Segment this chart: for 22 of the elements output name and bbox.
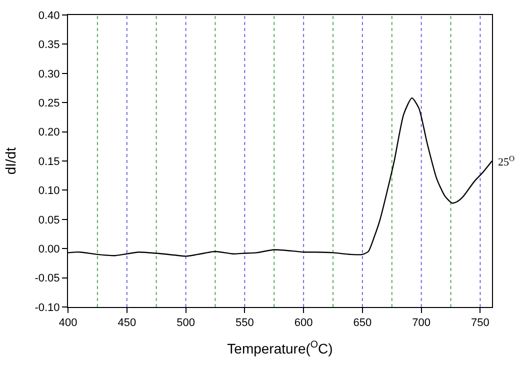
x-tick-label: 400 xyxy=(58,317,78,330)
x-tick-label: 500 xyxy=(176,317,195,330)
y-tick-label: -0.10 xyxy=(34,302,60,314)
x-tick-label: 550 xyxy=(235,317,254,330)
y-axis-title: dI/dt xyxy=(2,147,18,175)
y-tick-label: 0.40 xyxy=(38,10,60,22)
x-tick-label: 750 xyxy=(471,317,490,330)
text: 25$^{O}$ xyxy=(498,154,515,169)
y-tick-label: -0.05 xyxy=(34,272,60,285)
y-tick-label: 0.30 xyxy=(38,68,60,80)
x-tick-label: 700 xyxy=(412,317,431,330)
y-tick-label: 0.10 xyxy=(38,185,60,198)
y-tick-label: 0.20 xyxy=(38,126,60,139)
x-tick-label: 600 xyxy=(294,317,313,330)
x-tick-label: 450 xyxy=(118,317,136,330)
y-tick-label: 0.05 xyxy=(38,214,60,226)
y-tick-label: 0.00 xyxy=(38,243,60,256)
x-tick-label: 650 xyxy=(353,317,372,330)
y-tick-label: 0.35 xyxy=(38,39,60,52)
y-tick-label: 0.25 xyxy=(38,97,60,110)
y-tick-label: 0.15 xyxy=(38,156,60,168)
x-axis-title: Temperature($^{O}$C) xyxy=(227,340,333,356)
